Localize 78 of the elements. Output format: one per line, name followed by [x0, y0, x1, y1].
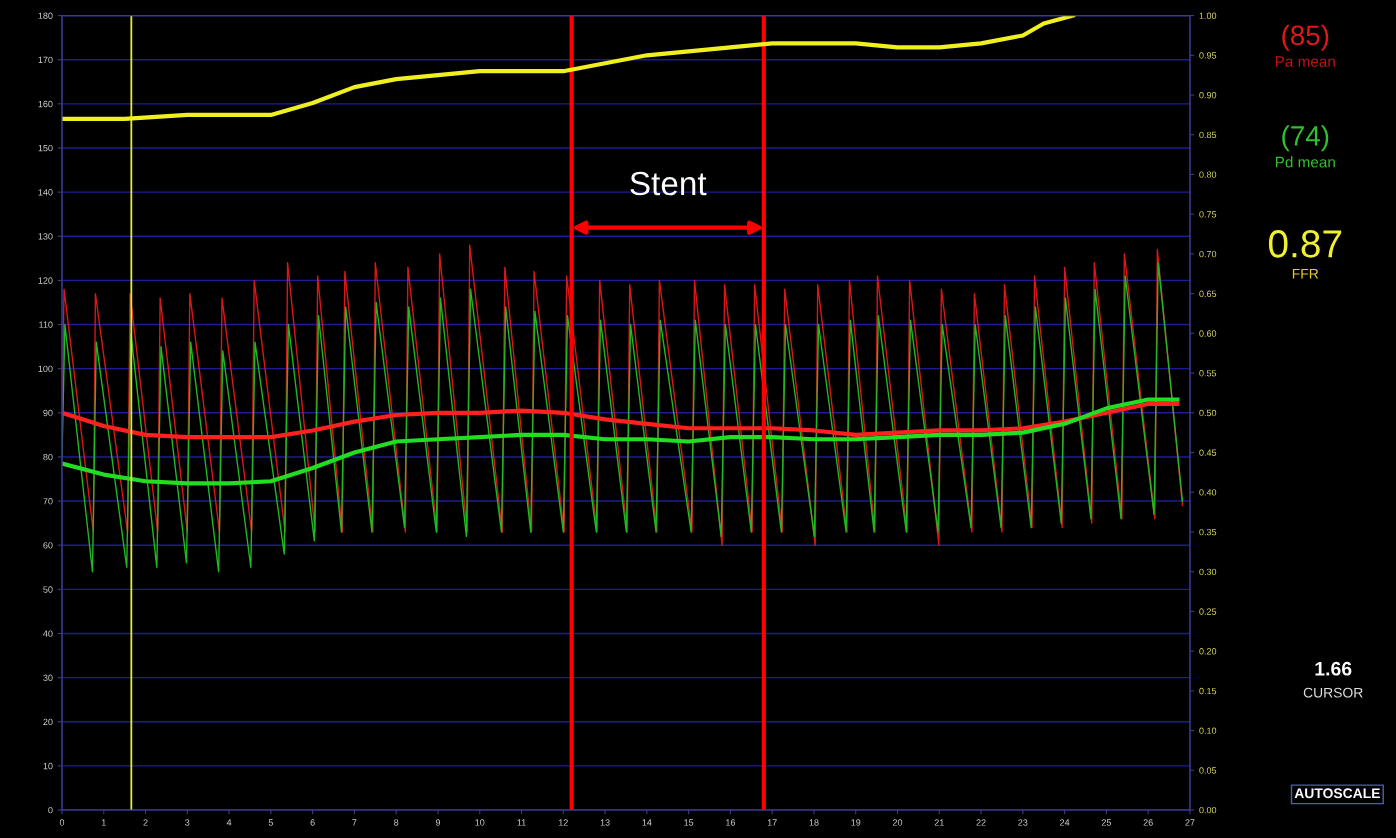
y2-tick-label: 0.45	[1199, 449, 1217, 456]
y-tick-label: 120	[38, 277, 53, 284]
x-tick-label: 13	[600, 819, 610, 826]
y-tick-label: 50	[43, 586, 53, 593]
y-tick-label: 30	[43, 674, 53, 681]
y-tick-label: 140	[38, 189, 53, 196]
y2-tick-label: 0.40	[1199, 489, 1217, 496]
y-tick-label: 130	[38, 233, 53, 240]
text: (85)	[1282, 24, 1329, 51]
text: 1.66	[1315, 661, 1352, 676]
x-tick-label: 9	[435, 819, 441, 826]
y-tick-label: 170	[38, 56, 53, 64]
x-tick-label: 5	[268, 819, 273, 826]
y2-tick-label: 0.05	[1199, 767, 1217, 774]
y-tick-label: 10	[43, 762, 53, 770]
y2-tick-label: 0.00	[1199, 806, 1217, 814]
y2-tick-label: 0.75	[1199, 211, 1217, 218]
x-tick-label: 23	[1018, 819, 1028, 826]
x-tick-label: 0	[59, 819, 65, 826]
text: Pd mean	[1275, 156, 1335, 168]
x-tick-label: 6	[310, 819, 315, 826]
x-tick-label: 24	[1060, 819, 1070, 826]
x-tick-label: 2	[143, 819, 148, 826]
y2-tick-label: 0.55	[1199, 370, 1217, 377]
y2-tick-label: 0.65	[1199, 290, 1217, 297]
x-tick-label: 12	[558, 819, 568, 826]
y2-tick-label: 0.50	[1199, 409, 1217, 417]
x-tick-label: 4	[226, 819, 232, 826]
y2-tick-label: 0.35	[1199, 528, 1217, 536]
y-tick-label: 20	[43, 718, 53, 726]
x-tick-label: 1	[101, 819, 106, 826]
y2-tick-label: 1.00	[1199, 12, 1217, 19]
x-tick-label: 10	[475, 819, 485, 826]
x-tick-label: 21	[934, 819, 944, 826]
annotation: Stent	[630, 171, 707, 196]
x-tick-label: 7	[352, 819, 357, 826]
y-tick-label: 150	[38, 144, 53, 152]
x-tick-label: 15	[684, 819, 694, 826]
y2-tick-label: 0.85	[1199, 131, 1217, 139]
y-tick-label: 60	[43, 542, 53, 549]
x-tick-label: 20	[892, 819, 903, 826]
x-tick-label: 19	[851, 819, 861, 826]
x-tick-label: 26	[1143, 819, 1153, 826]
y-tick-label: 180	[38, 12, 53, 19]
x-tick-label: 27	[1185, 819, 1195, 826]
y-tick-label: 80	[43, 453, 53, 461]
y-tick-label: 0	[48, 806, 53, 814]
x-tick-label: 8	[394, 819, 399, 826]
y-tick-label: 70	[43, 498, 53, 505]
text: (74)	[1282, 125, 1329, 152]
y-tick-label: 160	[38, 100, 53, 108]
x-tick-label: 3	[185, 819, 190, 826]
text: 0.87	[1268, 230, 1342, 258]
y2-tick-label: 0.10	[1199, 727, 1217, 734]
y-tick-label: 100	[38, 365, 53, 373]
y2-tick-label: 0.15	[1199, 687, 1217, 695]
y-tick-label: 40	[43, 630, 53, 637]
y2-tick-label: 0.80	[1199, 171, 1217, 178]
text: CURSOR	[1303, 687, 1363, 698]
x-tick-label: 14	[642, 819, 652, 826]
x-tick-label: 17	[767, 819, 777, 826]
y2-tick-label: 0.25	[1199, 608, 1217, 615]
text: AUTOSCALE	[1294, 788, 1380, 799]
text: Pa mean	[1275, 56, 1335, 67]
x-tick-label: 16	[726, 819, 736, 826]
text: FFR	[1292, 268, 1319, 279]
y2-tick-label: 0.95	[1199, 52, 1217, 59]
y2-tick-label: 0.90	[1199, 92, 1217, 99]
y2-tick-label: 0.60	[1199, 330, 1217, 337]
x-tick-label: 11	[517, 819, 526, 826]
x-tick-label: 22	[976, 819, 986, 826]
x-tick-label: 18	[809, 819, 819, 826]
x-tick-label: 25	[1101, 819, 1112, 826]
y2-tick-label: 0.20	[1199, 648, 1217, 655]
y-tick-label: 90	[43, 409, 53, 417]
y2-tick-label: 0.30	[1199, 568, 1217, 576]
y2-tick-label: 0.70	[1199, 250, 1217, 258]
y-tick-label: 110	[39, 321, 53, 328]
